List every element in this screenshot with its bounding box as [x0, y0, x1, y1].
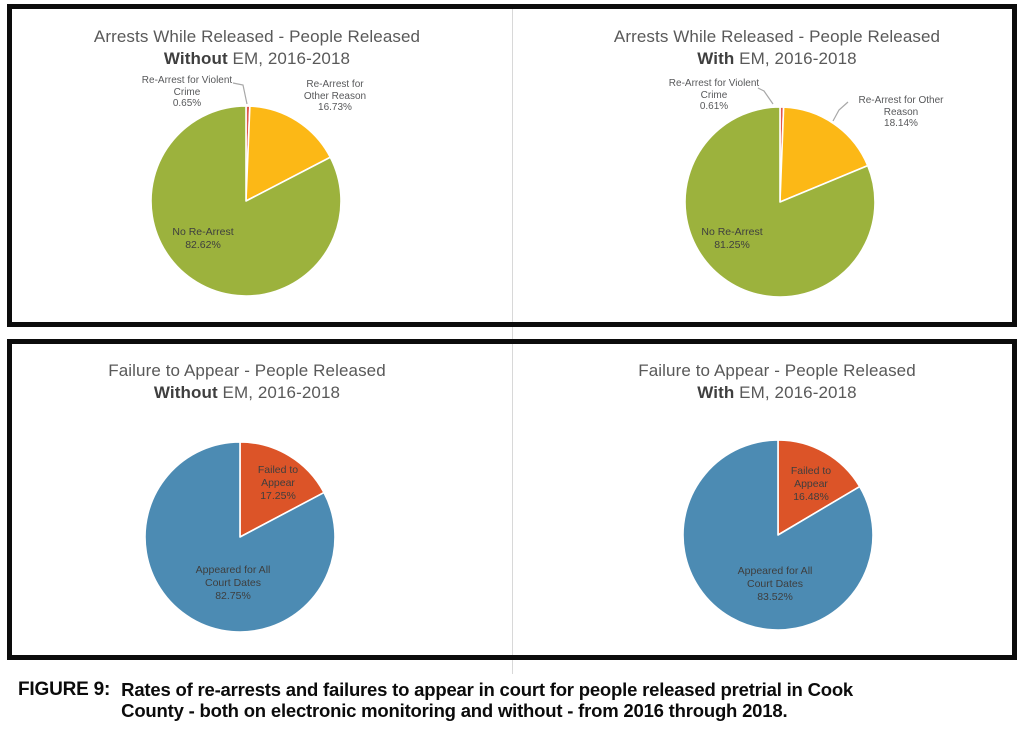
panel-failure-to-appear: Failure to Appear - People Released With… [7, 339, 1017, 660]
figure-caption: FIGURE 9: Rates of re-arrests and failur… [18, 679, 1014, 721]
chart-title-bold: With [697, 49, 735, 68]
leader-line-violent [232, 82, 248, 105]
pie-chart [150, 82, 342, 297]
pie-slice-failed [239, 441, 325, 538]
value-violent-pct: 0.65% [172, 98, 202, 109]
leader-line-violent [757, 87, 774, 105]
value-other-pct: 18.14% [884, 118, 918, 129]
label-no-rearrest: No Re-Arrest 81.25% [701, 226, 763, 251]
callout-violent-crime: Re-Arrest for Violent Crime 0.61% [668, 78, 760, 112]
label-appeared-all-dates: Appeared for All Court Dates 82.75% [195, 564, 271, 602]
value-none-pct: 82.62% [185, 239, 221, 251]
pie-slice-appeared [144, 441, 336, 633]
figure-caption-label: FIGURE 9: [18, 679, 111, 700]
chart-title-rest: EM, 2016-2018 [734, 383, 857, 402]
chart-title: Arrests While Released - People Released… [532, 26, 1022, 70]
panel-arrests-while-released: Arrests While Released - People Released… [7, 4, 1017, 327]
value-other-pct: 16.73% [318, 102, 352, 113]
value-violent-pct: 0.61% [699, 101, 729, 112]
chart-title-line1: Arrests While Released - People Released [613, 27, 941, 46]
chart-fta-without-em: Failure to Appear - People Released With… [12, 344, 512, 655]
pie-slice-appeared [682, 439, 874, 631]
callout-violent-crime: Re-Arrest for Violent Crime 0.65% [141, 75, 233, 109]
chart-arrests-with-em: Arrests While Released - People Released… [512, 9, 1012, 322]
label-failed-to-appear: Failed to Appear 17.25% [257, 464, 299, 502]
chart-title-rest: EM, 2016-2018 [734, 49, 857, 68]
value-failed-pct: 16.48% [793, 491, 829, 503]
chart-title: Arrests While Released - People Released… [12, 26, 502, 70]
pie-chart [682, 439, 874, 631]
pie-chart [684, 87, 876, 298]
leader-line-other [832, 101, 849, 122]
chart-title-rest: EM, 2016-2018 [227, 49, 351, 68]
chart-title-bold: Without [153, 383, 218, 402]
label-appeared-all-dates: Appeared for All Court Dates 83.52% [737, 565, 813, 603]
pie-slice-other [779, 106, 869, 203]
chart-arrests-without-em: Arrests While Released - People Released… [12, 9, 512, 322]
value-appeared-pct: 83.52% [757, 591, 793, 603]
pie-slice-failed [777, 439, 861, 536]
chart-title-rest: EM, 2016-2018 [217, 383, 341, 402]
chart-fta-with-em: Failure to Appear - People Released With… [512, 344, 1012, 655]
callout-other-reason: Re-Arrest for Other Reason 18.14% [858, 95, 944, 129]
chart-title-bold: Without [163, 49, 228, 68]
value-appeared-pct: 82.75% [215, 590, 251, 602]
chart-title-line1: Arrests While Released - People Released [93, 27, 421, 46]
value-none-pct: 81.25% [714, 239, 750, 251]
chart-title-bold: With [697, 383, 735, 402]
value-failed-pct: 17.25% [260, 490, 296, 502]
callout-other-reason: Re-Arrest for Other Reason 16.73% [303, 79, 367, 113]
pie-slice-none [150, 105, 342, 297]
label-failed-to-appear: Failed to Appear 16.48% [790, 465, 832, 503]
pie-slice-none [684, 106, 876, 298]
chart-title-line1: Failure to Appear - People Released [638, 361, 916, 380]
chart-title-line1: Failure to Appear - People Released [108, 361, 386, 380]
label-no-rearrest: No Re-Arrest 82.62% [172, 226, 234, 251]
pie-slice-other [245, 105, 332, 202]
figure-caption-text: Rates of re-arrests and failures to appe… [121, 679, 854, 721]
chart-title: Failure to Appear - People Released With… [532, 360, 1022, 404]
chart-title: Failure to Appear - People Released With… [12, 360, 482, 404]
pie-chart [144, 441, 336, 633]
